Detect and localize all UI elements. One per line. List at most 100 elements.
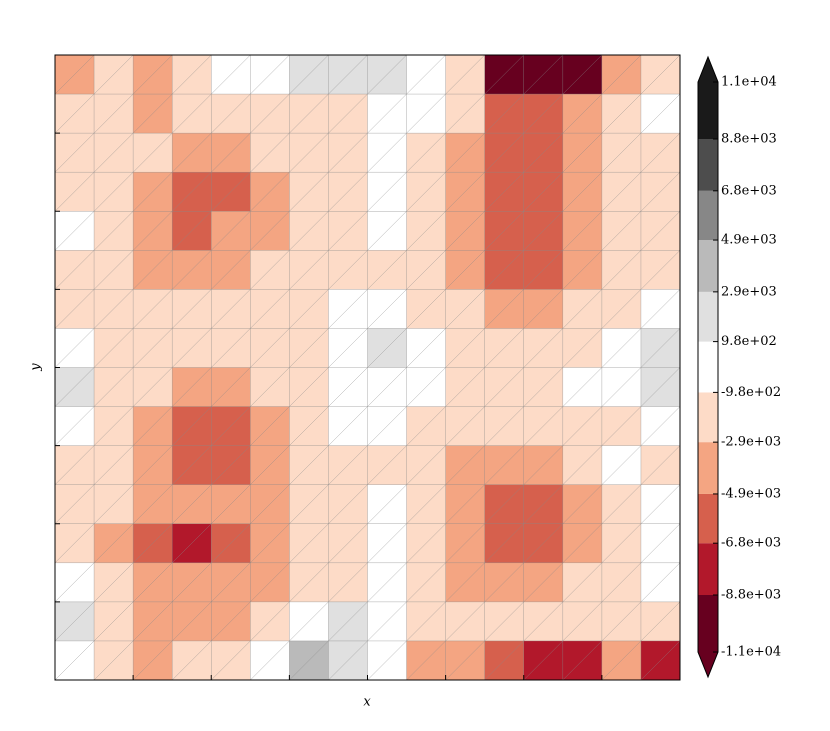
contour-cell [407, 289, 447, 329]
contour-cell [133, 563, 173, 603]
contour-cell [524, 172, 564, 212]
contour-cell [328, 485, 368, 525]
contour-cell [94, 602, 134, 642]
contour-cell [446, 563, 486, 603]
contour-cell [602, 446, 642, 486]
colorbar-band [698, 494, 718, 543]
contour-cell [172, 485, 212, 525]
contour-cell [328, 133, 368, 173]
contour-cell [563, 94, 603, 134]
contour-cell [524, 446, 564, 486]
contour-cell [602, 641, 642, 681]
contour-cell [485, 211, 525, 251]
contour-cell [250, 211, 290, 251]
colorbar-extend-bottom [698, 652, 718, 677]
contour-cell [368, 407, 408, 447]
contour-cell [211, 641, 251, 681]
contour-cell [563, 211, 603, 251]
contour-cell [94, 407, 134, 447]
contour-cell [133, 211, 173, 251]
contour-cell [563, 55, 603, 95]
contour-cell [172, 641, 212, 681]
contour-cell [328, 94, 368, 134]
contour-cell [602, 563, 642, 603]
contour-cell [446, 55, 486, 95]
contour-cell [641, 328, 681, 368]
contour-cell [602, 94, 642, 134]
colorbar-tick-label: -2.9e+03 [721, 435, 781, 450]
contour-cell [328, 289, 368, 329]
contour-cell [250, 250, 290, 290]
contour-cell [250, 328, 290, 368]
contour-cell [446, 368, 486, 408]
contour-cell [211, 485, 251, 525]
colorbar-tick-label: -1.1e+04 [721, 645, 781, 660]
contour-cell [485, 563, 525, 603]
contour-cell [289, 368, 329, 408]
contour-cell [602, 328, 642, 368]
contour-cell [250, 94, 290, 134]
colorbar-band [698, 442, 718, 494]
contour-cell [485, 641, 525, 681]
contour-cell [446, 485, 486, 525]
contour-cell [133, 602, 173, 642]
contour-cell [368, 368, 408, 408]
contour-cell [485, 94, 525, 134]
contour-cell [133, 368, 173, 408]
contour-cell [368, 563, 408, 603]
contour-cell [172, 328, 212, 368]
y-label: y [29, 363, 44, 372]
contour-cell [250, 172, 290, 212]
contour-cell [328, 407, 368, 447]
contour-cell [641, 55, 681, 95]
contour-cell [524, 407, 564, 447]
contour-cell [55, 133, 95, 173]
contour-cell [563, 485, 603, 525]
contour-cell [328, 172, 368, 212]
contour-cell [94, 328, 134, 368]
contour-cell [328, 524, 368, 564]
contour-cell [289, 446, 329, 486]
contour-cell [563, 289, 603, 329]
contour-cell [563, 641, 603, 681]
contour-cell [133, 485, 173, 525]
contour-cell [368, 524, 408, 564]
colorbar-tick-label: -4.9e+03 [721, 486, 781, 501]
contour-cell [641, 641, 681, 681]
contour-cell [485, 602, 525, 642]
contour-cell [602, 250, 642, 290]
contour-field [55, 55, 681, 681]
contour-cell [602, 407, 642, 447]
contour-cell [368, 250, 408, 290]
contour-cell [368, 211, 408, 251]
contour-cell [133, 172, 173, 212]
contour-cell [407, 641, 447, 681]
contour-cell [641, 133, 681, 173]
contour-cell [55, 172, 95, 212]
contour-cell [407, 250, 447, 290]
contour-cell [563, 368, 603, 408]
contour-cell [94, 250, 134, 290]
contour-cell [524, 250, 564, 290]
contour-cell [289, 133, 329, 173]
contour-cell [368, 94, 408, 134]
contour-cell [55, 485, 95, 525]
contour-cell [55, 368, 95, 408]
contour-cell [641, 172, 681, 212]
colorbar-tick-label: 4.9e+03 [721, 233, 777, 248]
contour-cell [289, 289, 329, 329]
contour-cell [94, 446, 134, 486]
contour-cell [250, 133, 290, 173]
contour-cell [94, 641, 134, 681]
contour-cell [446, 172, 486, 212]
contour-cell [172, 133, 212, 173]
contour-cell [133, 446, 173, 486]
contour-cell [289, 407, 329, 447]
contour-cell [368, 485, 408, 525]
contour-cell [641, 485, 681, 525]
contour-cell [368, 289, 408, 329]
contour-cell [250, 485, 290, 525]
contour-cell [172, 55, 212, 95]
contour-cell [211, 94, 251, 134]
colorbar-band [698, 342, 718, 393]
